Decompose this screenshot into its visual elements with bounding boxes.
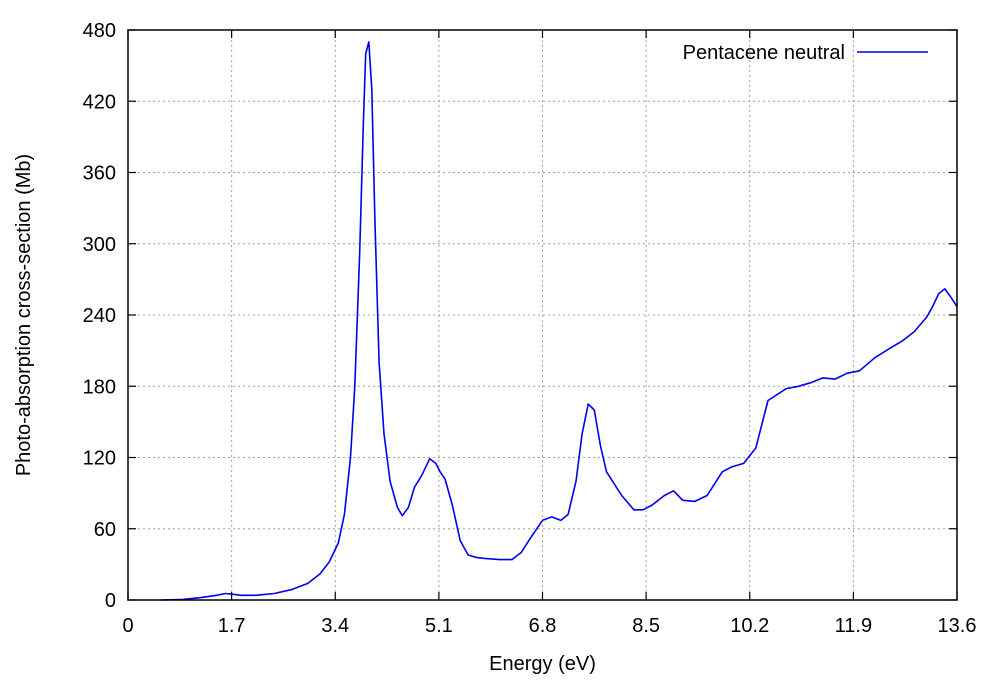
x-tick-label: 1.7	[218, 615, 246, 637]
x-tick-label: 11.9	[835, 615, 872, 637]
y-tick-label: 360	[83, 163, 116, 185]
y-tick-label: 480	[83, 20, 116, 42]
y-axis-label: Photo-absorption cross-section (Mb)	[13, 154, 35, 476]
x-tick-label: 8.5	[632, 615, 660, 637]
y-tick-label: 120	[83, 448, 116, 470]
y-tick-label: 240	[83, 305, 116, 327]
y-tick-label: 300	[83, 234, 116, 256]
x-tick-label: 5.1	[425, 615, 453, 637]
x-tick-label: 3.4	[321, 615, 349, 637]
x-tick-label: 6.8	[529, 615, 557, 637]
y-tick-label: 0	[105, 590, 116, 612]
grid	[128, 30, 957, 600]
x-axis-ticks: 0 1.7 3.4 5.1 6.8 8.5 10.2 11.9 13.6	[122, 30, 976, 637]
x-tick-label: 13.6	[938, 615, 977, 637]
x-tick-label: 0	[122, 615, 133, 637]
y-tick-label: 60	[94, 519, 116, 541]
y-axis-ticks: 0 60 120 180 240 300 360 420 480	[83, 20, 957, 612]
x-axis-label: Energy (eV)	[489, 653, 596, 675]
y-tick-label: 420	[83, 91, 116, 113]
legend-label: Pentacene neutral	[683, 42, 845, 64]
series-line-pentacene-neutral	[161, 41, 958, 601]
legend: Pentacene neutral	[683, 42, 928, 64]
y-tick-label: 180	[83, 376, 116, 398]
series-layer	[161, 41, 958, 601]
x-tick-label: 10.2	[730, 615, 769, 637]
